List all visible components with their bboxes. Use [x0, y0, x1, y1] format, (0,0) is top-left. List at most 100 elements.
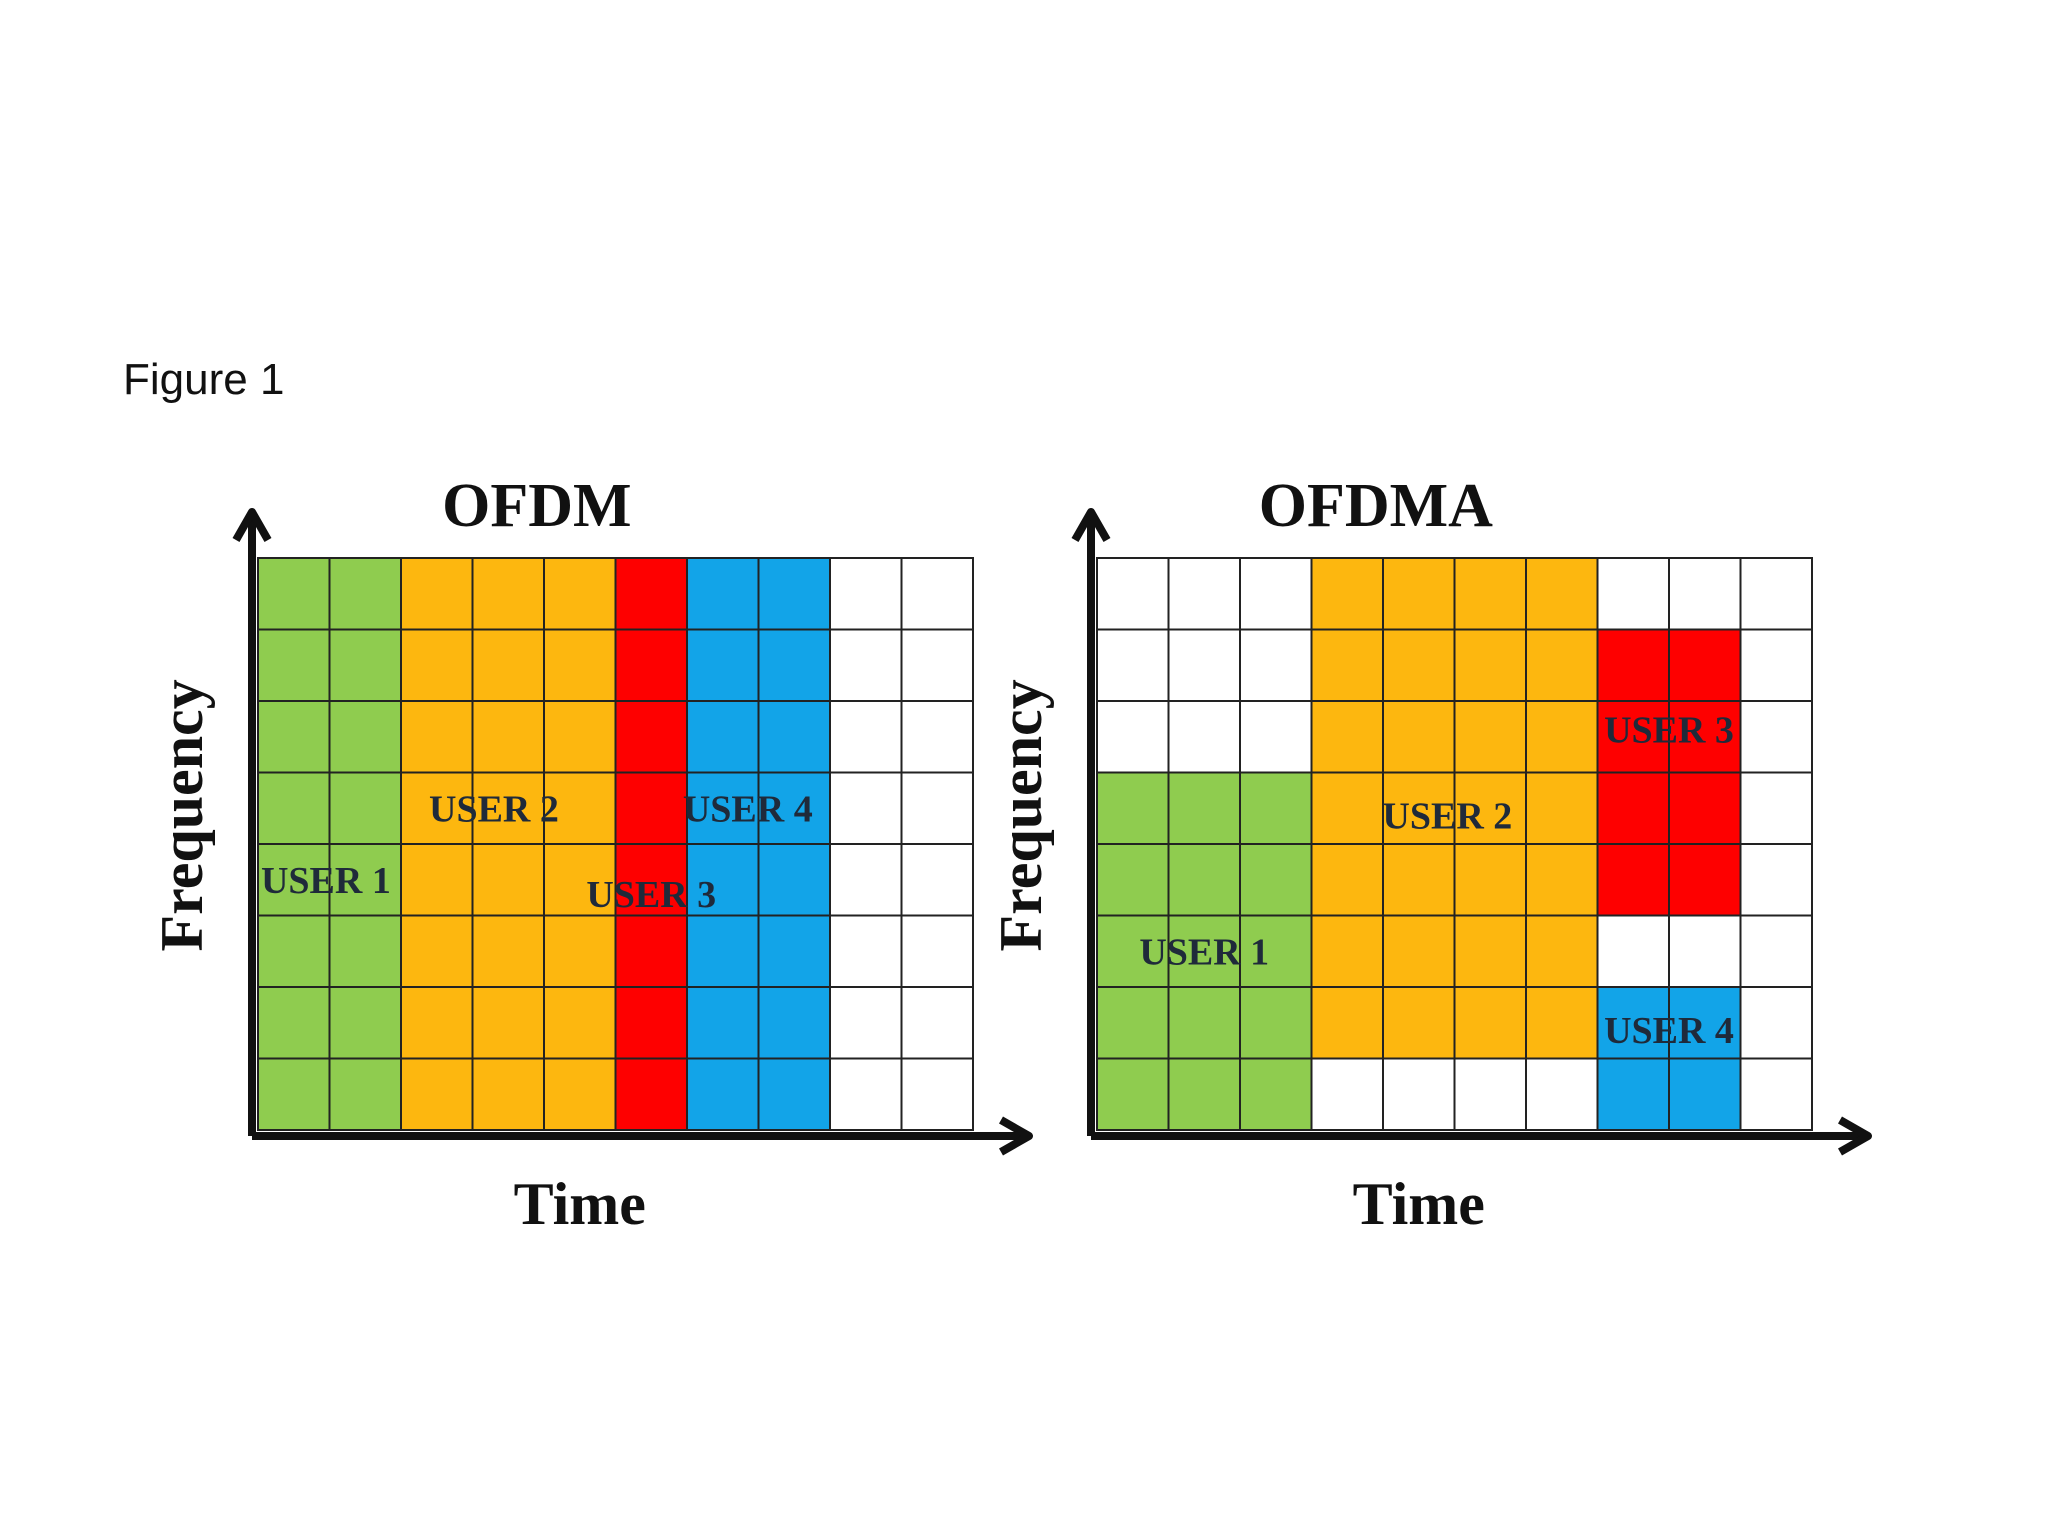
x-axis-label: Time: [514, 1171, 646, 1237]
grid-cell: [614, 1057, 688, 1131]
grid-cell: [829, 986, 903, 1060]
grid-cell: [1453, 1057, 1527, 1131]
grid-cell: [1310, 557, 1384, 631]
grid-cell: [1096, 1057, 1170, 1131]
grid-cell: [1167, 986, 1241, 1060]
grid-cell: [257, 628, 331, 702]
grid-cell: [400, 771, 474, 845]
grid-cell: [1310, 843, 1384, 917]
grid-cell: [614, 771, 688, 845]
user-label: USER 3: [586, 874, 716, 916]
panel-title: OFDM: [442, 472, 631, 540]
grid-cell: [1453, 914, 1527, 988]
grid-cell: [829, 843, 903, 917]
grid-cell: [1096, 771, 1170, 845]
grid-cell: [1668, 628, 1742, 702]
grid-cell: [686, 914, 760, 988]
grid-cell: [1167, 628, 1241, 702]
grid-cell: [1453, 771, 1527, 845]
grid-cell: [257, 986, 331, 1060]
grid-cell: [900, 986, 974, 1060]
grid-cell: [1239, 914, 1313, 988]
grid-cell: [328, 914, 402, 988]
grid-cell: [1453, 557, 1527, 631]
grid-cell: [1382, 1057, 1456, 1131]
grid-cell: [1453, 628, 1527, 702]
grid-cell: [1739, 628, 1813, 702]
grid-cell: [757, 557, 831, 631]
grid-cell: [900, 843, 974, 917]
grid-cell: [400, 843, 474, 917]
grid-cell: [543, 1057, 617, 1131]
grid-cell: [1167, 771, 1241, 845]
grid-cell: [1525, 1057, 1599, 1131]
ofdm-panel: USER 1 USER 2 USER 3 USER 4 OFDM Time Frequenc…: [149, 472, 1033, 1237]
grid-cell: [1310, 771, 1384, 845]
grid-cell: [900, 700, 974, 774]
grid-cell: [400, 1057, 474, 1131]
grid-cell: [1596, 700, 1670, 774]
grid-cell: [1096, 557, 1170, 631]
panel-title: OFDMA: [1259, 472, 1493, 540]
grid-cell: [1525, 986, 1599, 1060]
grid-cell: [543, 843, 617, 917]
user-label: USER 3: [1604, 710, 1734, 752]
grid-cell: [471, 628, 545, 702]
grid-cell: [471, 700, 545, 774]
grid-cell: [1668, 1057, 1742, 1131]
grid-cell: [1310, 986, 1384, 1060]
grid-cell: [757, 843, 831, 917]
grid-cell: [400, 700, 474, 774]
ofdma-panel: USER 1 USER 2 USER 3 USER 4 OFDMA Time Frequen…: [988, 472, 1872, 1237]
grid-cell: [1525, 628, 1599, 702]
grid-cell: [829, 914, 903, 988]
grid-cell: [1310, 914, 1384, 988]
grid-cell: [1382, 557, 1456, 631]
grid-cell: [1596, 557, 1670, 631]
grid-cell: [1096, 843, 1170, 917]
grid-cell: [1167, 700, 1241, 774]
grid-cell: [614, 986, 688, 1060]
grid-cell: [328, 1057, 402, 1131]
grid-cell: [1668, 986, 1742, 1060]
grid-cell: [1525, 771, 1599, 845]
grid-cell: [1239, 557, 1313, 631]
grid-cell: [257, 771, 331, 845]
grid-cell: [1310, 1057, 1384, 1131]
grid-cell: [328, 628, 402, 702]
grid-cell: [543, 557, 617, 631]
grid-cell: [1310, 628, 1384, 702]
user-label: USER 4: [1604, 1010, 1734, 1052]
y-axis-arrowhead: [232, 508, 272, 542]
grid-cell: [328, 700, 402, 774]
grid-cell: [471, 771, 545, 845]
grid-cell: [686, 986, 760, 1060]
grid-cell: [1382, 986, 1456, 1060]
grid-cell: [614, 628, 688, 702]
grid-cell: [1596, 771, 1670, 845]
grid-cell: [900, 557, 974, 631]
grid-cell: [1239, 628, 1313, 702]
grid-cell: [257, 700, 331, 774]
grid-cell: [757, 986, 831, 1060]
grid-cell: [1096, 628, 1170, 702]
grid-cell: [1739, 843, 1813, 917]
grid-cell: [400, 557, 474, 631]
user-label: USER 2: [429, 788, 559, 830]
grid-cell: [900, 628, 974, 702]
grid-cell: [1167, 914, 1241, 988]
grid-cell: [328, 771, 402, 845]
grid-cell: [543, 771, 617, 845]
grid-cell: [400, 628, 474, 702]
grid-cell: [1739, 986, 1813, 1060]
grid-cell: [257, 1057, 331, 1131]
grid-cell: [900, 771, 974, 845]
user-label: USER 2: [1382, 795, 1512, 837]
grid-cell: [1668, 914, 1742, 988]
grid-cell: [900, 1057, 974, 1131]
grid-cell: [543, 914, 617, 988]
grid-cell: [1310, 700, 1384, 774]
grid-cell: [1239, 986, 1313, 1060]
grid-cell: [1453, 986, 1527, 1060]
grid-cell: [1239, 1057, 1313, 1131]
